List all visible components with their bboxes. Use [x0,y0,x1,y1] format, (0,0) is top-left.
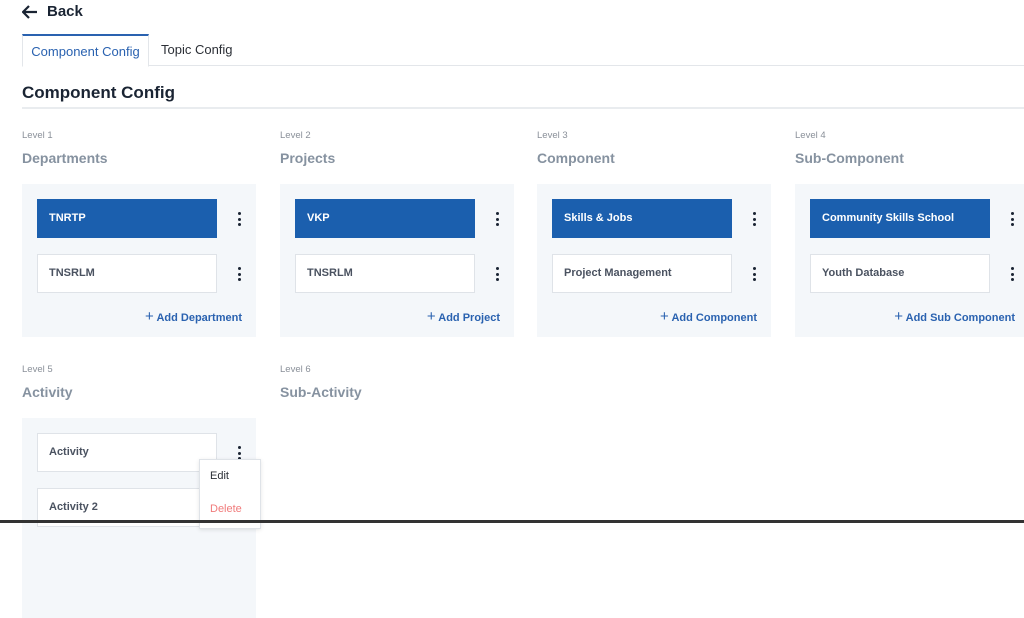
level-column: Level 4 Sub-Component Community Skills Sc… [795,130,1024,337]
level-panel: Skills & Jobs Project Management + Add C… [537,184,771,337]
level-column: Level 2 Projects VKP TNSRLM + Add Project [280,130,514,337]
more-options-icon[interactable] [494,267,500,281]
level-panel: TNRTP TNSRLM + Add Department [22,184,256,337]
add-label: Add Department [156,312,242,324]
list-item[interactable]: TNRTP [37,199,217,238]
level-column: Level 1 Departments TNRTP TNSRLM + Add De… [22,130,256,337]
level-panel: VKP TNSRLM + Add Project [280,184,514,337]
level-title: Projects [280,150,336,166]
divider [22,107,1024,109]
plus-icon: + [426,308,436,325]
more-options-icon[interactable] [751,267,757,281]
level-title: Component [537,150,615,166]
level-label: Level 4 [795,130,826,141]
level-column: Level 5 Activity Activity Activity 2 [22,364,256,618]
tab-topic-config[interactable]: Topic Config [161,42,233,57]
level-title: Activity [22,384,73,400]
list-item[interactable]: TNSRLM [37,254,217,293]
level-panel: Community Skills School Youth Database +… [795,184,1024,337]
more-options-icon[interactable] [236,267,242,281]
list-item[interactable]: VKP [295,199,475,238]
add-button[interactable]: + Add Project [427,308,500,325]
context-menu: Edit Delete [199,459,261,529]
level-label: Level 1 [22,130,53,141]
page-title: Component Config [22,83,175,102]
level-title: Sub-Component [795,150,904,166]
back-label: Back [47,3,83,20]
list-item[interactable]: Youth Database [810,254,990,293]
list-item[interactable]: TNSRLM [295,254,475,293]
arrow-left-icon [22,4,37,19]
add-button[interactable]: + Add Sub Component [894,308,1015,325]
add-label: Add Project [438,312,500,324]
level-label: Level 5 [22,364,53,375]
more-options-icon[interactable] [236,212,242,226]
list-item[interactable]: Skills & Jobs [552,199,732,238]
tab-bar: Component Config Topic Config [22,34,1024,67]
list-item[interactable]: Community Skills School [810,199,990,238]
level-title: Departments [22,150,108,166]
menu-item-edit[interactable]: Edit [210,470,229,482]
back-button[interactable]: Back [22,3,83,20]
add-button[interactable]: + Add Department [145,308,242,325]
more-options-icon[interactable] [236,446,242,460]
menu-item-delete[interactable]: Delete [210,503,242,515]
more-options-icon[interactable] [1009,267,1015,281]
list-item[interactable]: Project Management [552,254,732,293]
level-column: Level 3 Component Skills & Jobs Project M… [537,130,771,337]
level-label: Level 2 [280,130,311,141]
level-title: Sub-Activity [280,384,362,400]
more-options-icon[interactable] [751,212,757,226]
plus-icon: + [894,308,903,325]
more-options-icon[interactable] [1009,212,1015,226]
tab-component-config[interactable]: Component Config [22,34,149,67]
level-label: Level 6 [280,364,311,375]
level-label: Level 3 [537,130,568,141]
more-options-icon[interactable] [494,212,500,226]
list-item[interactable]: Activity [37,433,217,472]
add-label: Add Sub Component [905,312,1015,324]
add-label: Add Component [671,312,757,324]
plus-icon: + [660,308,669,325]
add-button[interactable]: + Add Component [660,308,757,325]
level-column: Level 6 Sub-Activity [280,364,514,400]
plus-icon: + [145,308,154,325]
window-edge [0,520,1024,523]
